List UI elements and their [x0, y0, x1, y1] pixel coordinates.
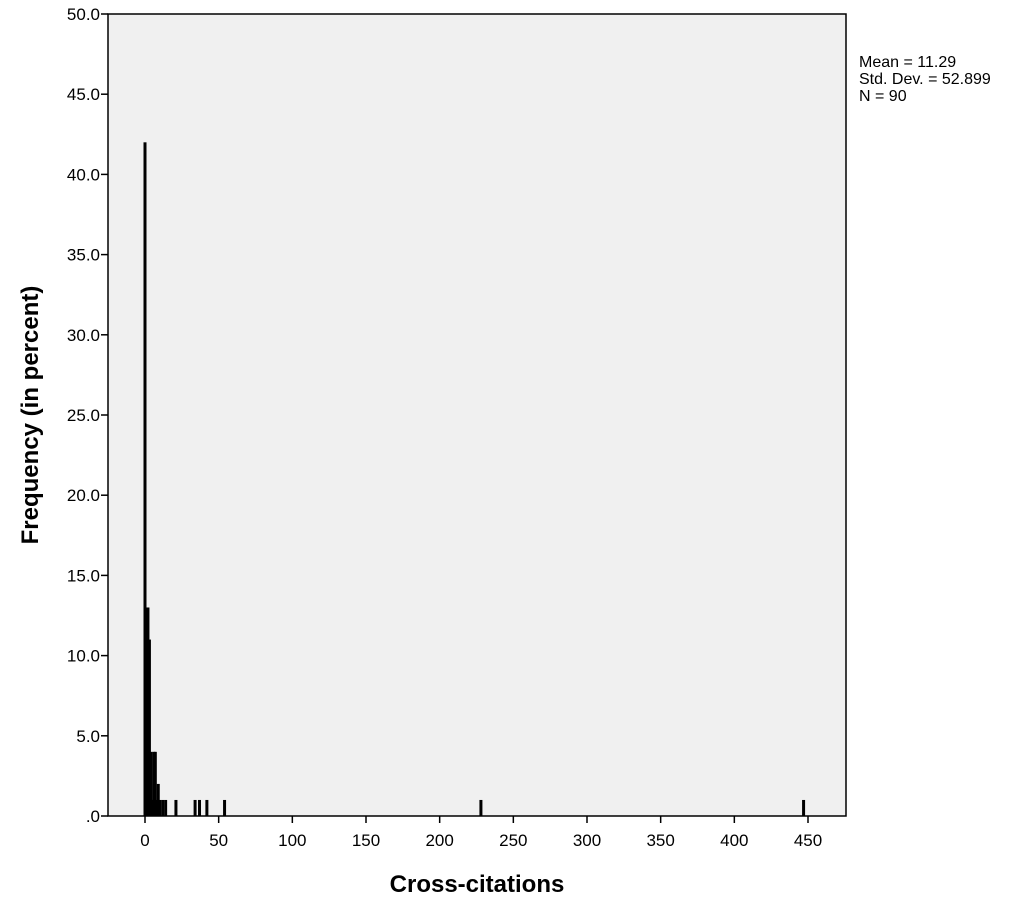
histogram-bar	[164, 799, 168, 816]
x-tick-label: 200	[425, 831, 453, 850]
y-tick-label: 5.0	[76, 727, 100, 746]
x-tick-label: 300	[573, 831, 601, 850]
y-tick-label: 20.0	[67, 486, 100, 505]
bars-group	[143, 142, 806, 816]
y-tick-label: 50.0	[67, 5, 100, 24]
histogram-bar	[479, 799, 483, 816]
x-tick-label: 50	[209, 831, 228, 850]
x-tick-label: 450	[794, 831, 822, 850]
stats-mean: Mean = 11.29	[859, 54, 956, 71]
stats-box: Mean = 11.29 Std. Dev. = 52.899 N = 90	[859, 54, 991, 105]
stats-n: N = 90	[859, 88, 907, 105]
x-axis: 0 50 100 150 200 250 300 350 400 450	[140, 816, 822, 850]
histogram-bar	[147, 639, 151, 816]
y-axis: .0 5.0 10.0 15.0 20.0 25.0 30.0 35.0 40.0 45.0 50.…	[67, 5, 108, 826]
x-tick-label: 150	[352, 831, 380, 850]
x-tick-label: 250	[499, 831, 527, 850]
x-tick-label: 350	[646, 831, 674, 850]
histogram-bar	[205, 799, 209, 816]
stats-std-dev: Std. Dev. = 52.899	[859, 71, 991, 88]
y-tick-label: 40.0	[67, 165, 100, 184]
histogram-bar	[223, 799, 227, 816]
x-tick-label: 400	[720, 831, 748, 850]
histogram-bar	[143, 142, 147, 816]
histogram-bar	[158, 799, 162, 816]
histogram-bar	[193, 799, 197, 816]
histogram-bar	[153, 751, 157, 816]
y-tick-label: 30.0	[67, 326, 100, 345]
y-tick-label: 45.0	[67, 85, 100, 104]
histogram-bar	[174, 799, 178, 816]
y-tick-label: .0	[86, 807, 100, 826]
y-tick-label: 15.0	[67, 566, 100, 585]
histogram-bar	[198, 799, 202, 816]
x-tick-label: 0	[140, 831, 149, 850]
histogram-bar	[149, 751, 153, 816]
y-tick-label: 35.0	[67, 246, 100, 265]
y-tick-label: 25.0	[67, 406, 100, 425]
plot-area	[107, 13, 847, 817]
y-axis-title: Frequency (in percent)	[17, 286, 44, 545]
y-tick-label: 10.0	[67, 647, 100, 666]
histogram-bar	[161, 799, 165, 816]
x-tick-label: 100	[278, 831, 306, 850]
histogram-bar	[156, 783, 160, 816]
x-axis-title: Cross-citations	[390, 871, 565, 898]
histogram-bar	[802, 799, 806, 816]
